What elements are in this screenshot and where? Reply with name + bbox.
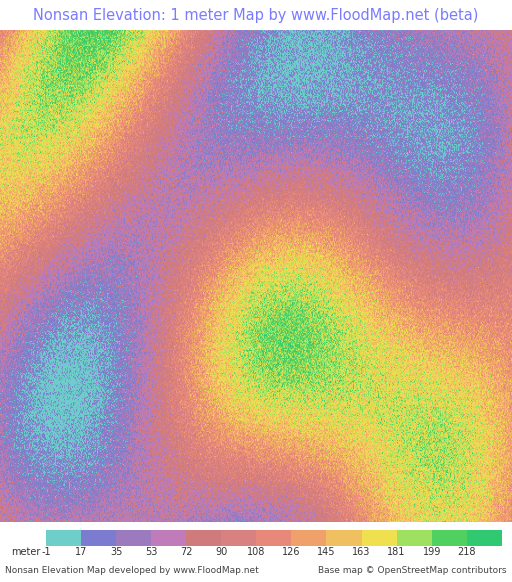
Bar xyxy=(257,530,291,545)
Text: 90: 90 xyxy=(215,548,227,558)
Text: 53: 53 xyxy=(145,548,157,558)
Bar xyxy=(361,530,397,545)
Text: Nonsan Elevation Map developed by www.FloodMap.net: Nonsan Elevation Map developed by www.Fl… xyxy=(5,566,259,576)
Text: 72: 72 xyxy=(180,548,193,558)
Text: 199: 199 xyxy=(422,548,441,558)
Text: 163: 163 xyxy=(352,548,371,558)
Bar xyxy=(221,530,257,545)
Text: Base map © OpenStreetMap contributors: Base map © OpenStreetMap contributors xyxy=(318,566,507,576)
Bar xyxy=(467,530,502,545)
Bar xyxy=(81,530,116,545)
Bar xyxy=(151,530,186,545)
Bar xyxy=(116,530,151,545)
Bar xyxy=(186,530,221,545)
Text: meter: meter xyxy=(12,548,41,558)
Text: -1: -1 xyxy=(41,548,51,558)
Bar xyxy=(397,530,432,545)
Text: 108: 108 xyxy=(247,548,266,558)
Text: 35: 35 xyxy=(110,548,122,558)
Text: 17: 17 xyxy=(75,548,88,558)
Text: Nonsan Elevation: 1 meter Map by www.FloodMap.net (beta): Nonsan Elevation: 1 meter Map by www.Flo… xyxy=(33,8,479,23)
Text: 218: 218 xyxy=(457,548,476,558)
Bar xyxy=(46,530,81,545)
Text: 126: 126 xyxy=(282,548,301,558)
Text: 181: 181 xyxy=(388,548,406,558)
Text: 145: 145 xyxy=(317,548,336,558)
Bar xyxy=(432,530,467,545)
Bar xyxy=(327,530,361,545)
Bar xyxy=(291,530,327,545)
